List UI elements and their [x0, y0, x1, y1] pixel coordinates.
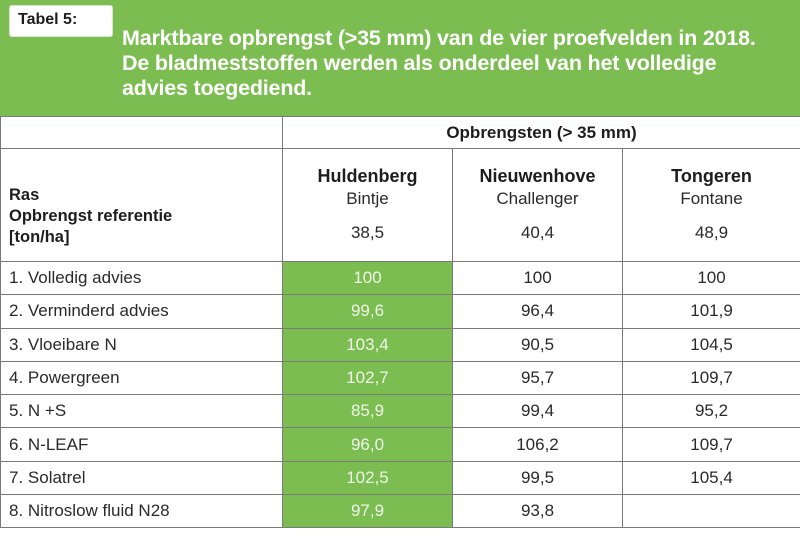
- value-cell: 100: [282, 260, 453, 296]
- row-header-unit: [ton/ha]: [9, 228, 70, 246]
- row-label: 7. Solatrel: [0, 460, 283, 496]
- value-cell: 99,4: [452, 394, 623, 429]
- row-label: 3. Vloeibare N: [0, 327, 283, 362]
- row-label: 2. Verminderd advies: [0, 294, 283, 329]
- value-cell: 96,4: [452, 294, 623, 329]
- table-header-band: Tabel 5: Marktbare opbrengst (>35 mm) va…: [0, 0, 800, 116]
- value-cell: 95,2: [621, 394, 800, 429]
- value-cell: 96,0: [282, 427, 453, 462]
- column-header-row: Ras Opbrengst referentie [ton/ha] Hulden…: [0, 148, 800, 262]
- location-name: Nieuwenhove: [479, 166, 596, 186]
- value-cell: 85,9: [282, 394, 453, 429]
- value-cell: 99,6: [282, 294, 453, 329]
- table-title: Marktbare opbrengst (>35 mm) van de vier…: [122, 26, 756, 100]
- location-header-tongeren: Tongeren Fontane 48,9: [621, 148, 800, 262]
- table-row: 4. Powergreen 102,7 95,7 109,7: [0, 360, 800, 396]
- value-cell: 109,7: [621, 427, 800, 462]
- location-header-huldenberg: Huldenberg Bintje 38,5: [282, 148, 453, 262]
- value-cell: 104,5: [621, 327, 800, 362]
- value-cell: 105,4: [621, 460, 800, 496]
- value-cell: 93,8: [452, 494, 623, 529]
- location-reference: 48,9: [694, 223, 729, 242]
- row-header-cell: Ras Opbrengst referentie [ton/ha]: [0, 148, 283, 262]
- row-label: 6. N-LEAF: [0, 427, 283, 462]
- value-cell: 109,7: [621, 360, 800, 396]
- row-label: 4. Powergreen: [0, 360, 283, 396]
- table-row: 5. N +S 85,9 99,4 95,2: [0, 394, 800, 429]
- table-row: 6. N-LEAF 96,0 106,2 109,7: [0, 427, 800, 462]
- location-reference: 40,4: [520, 223, 555, 242]
- value-cell: 100: [452, 260, 623, 296]
- location-variety: Fontane: [680, 189, 743, 208]
- value-cell: 95,7: [452, 360, 623, 396]
- value-cell: 101,9: [621, 294, 800, 329]
- value-cell: 102,7: [282, 360, 453, 396]
- group-header: Opbrengsten (> 35 mm): [281, 116, 800, 149]
- value-cell: 106,2: [452, 427, 623, 462]
- location-header-nieuwenhove: Nieuwenhove Challenger 40,4: [452, 148, 623, 262]
- row-header-reference: Opbrengst referentie: [9, 207, 173, 225]
- table-row: 3. Vloeibare N 103,4 90,5 104,5: [0, 327, 800, 362]
- value-cell: 102,5: [282, 460, 453, 496]
- value-cell: 100: [621, 260, 800, 296]
- table-row: 1. Volledig advies 100 100 100: [0, 260, 800, 296]
- location-name: Huldenberg: [317, 166, 418, 186]
- row-header-ras: Ras: [9, 186, 40, 204]
- value-cell: 90,5: [452, 327, 623, 362]
- table-row: 2. Verminderd advies 99,6 96,4 101,9: [0, 294, 800, 329]
- group-header-row: Opbrengsten (> 35 mm): [0, 116, 800, 149]
- location-reference: 38,5: [350, 223, 385, 242]
- table-number-tag: Tabel 5:: [10, 6, 112, 36]
- row-label: 5. N +S: [0, 394, 283, 429]
- value-cell: [621, 494, 800, 529]
- yield-table: Opbrengsten (> 35 mm) Ras Opbrengst refe…: [0, 116, 800, 529]
- location-name: Tongeren: [671, 166, 752, 186]
- empty-corner-cell: [0, 116, 283, 149]
- location-variety: Bintje: [346, 189, 389, 208]
- table-row: 7. Solatrel 102,5 99,5 105,4: [0, 460, 800, 496]
- location-variety: Challenger: [496, 189, 579, 208]
- row-label: 1. Volledig advies: [0, 260, 283, 296]
- value-cell: 97,9: [282, 494, 453, 529]
- table-row: 8. Nitroslow fluid N28 97,9 93,8: [0, 494, 800, 529]
- table-number-label: Tabel 5:: [18, 11, 78, 28]
- value-cell: 99,5: [452, 460, 623, 496]
- value-cell: 103,4: [282, 327, 453, 362]
- row-label: 8. Nitroslow fluid N28: [0, 494, 283, 529]
